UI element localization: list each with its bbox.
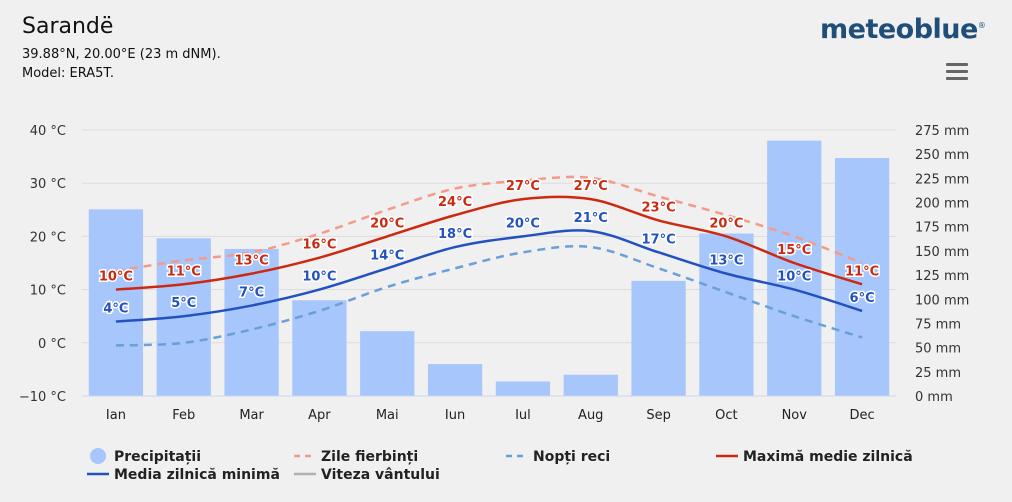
legend-label: Nopți reci: [533, 449, 610, 465]
data-label: 20°C: [709, 216, 743, 231]
data-label: 23°C: [642, 200, 676, 215]
series-line: [115, 175, 863, 273]
x-tick-label: Apr: [308, 408, 331, 423]
y-right-tick-label: 0 mm: [915, 390, 953, 405]
x-tick-label: Feb: [172, 408, 195, 423]
precip-bar[interactable]: [563, 374, 618, 396]
data-label: 15°C: [777, 243, 811, 258]
x-tick-label: Dec: [850, 408, 875, 423]
legend-label: Precipitații: [114, 449, 201, 465]
y-left-tick-label: 20 °C: [30, 230, 66, 245]
precip-bar[interactable]: [292, 300, 347, 396]
y-right-tick-label: 100 mm: [915, 293, 969, 308]
data-label: 10°C: [302, 270, 336, 285]
y-right-tick-label: 275 mm: [915, 124, 969, 139]
hamburger-menu-icon[interactable]: [946, 63, 968, 81]
x-tick-label: Oct: [715, 408, 737, 423]
precip-bar[interactable]: [834, 158, 890, 396]
y-right-tick-label: 250 mm: [915, 148, 969, 163]
model-text: Model: ERA5T.: [22, 66, 114, 81]
precip-bar[interactable]: [631, 280, 686, 396]
data-label: 18°C: [438, 227, 472, 242]
data-label: 13°C: [709, 254, 743, 269]
precip-bar[interactable]: [224, 248, 279, 396]
data-label: 5°C: [171, 296, 196, 311]
data-label: 10°C: [777, 270, 811, 285]
y-left-tick-label: 10 °C: [30, 284, 66, 299]
y-right-tick-label: 175 mm: [915, 221, 969, 236]
y-right-tick-label: 25 mm: [915, 366, 961, 381]
x-tick-label: Iun: [445, 408, 465, 423]
y-left-tick-label: −10 °C: [19, 390, 66, 405]
data-label: 4°C: [103, 302, 128, 317]
y-right-tick-label: 50 mm: [915, 342, 961, 357]
y-left-tick-label: 30 °C: [30, 177, 66, 192]
data-label: 20°C: [370, 216, 404, 231]
legend-item[interactable]: Zile fierbinți: [294, 449, 418, 465]
x-tick-label: Iul: [515, 408, 531, 423]
y-right-tick-label: 225 mm: [915, 172, 969, 187]
legend-item[interactable]: Maximă medie zilnică: [716, 449, 913, 465]
precip-bar[interactable]: [495, 381, 551, 396]
meteoblue-logo[interactable]: meteoblue®: [820, 14, 986, 45]
data-label: 11°C: [845, 264, 879, 279]
y-left-tick-label: 40 °C: [30, 124, 66, 139]
y-right-tick-label: 200 mm: [915, 197, 969, 212]
series-line: [115, 195, 863, 291]
location-title: Sarandë: [22, 14, 114, 39]
y-right-tick-label: 75 mm: [915, 317, 961, 332]
data-label: 14°C: [370, 248, 404, 263]
precip-bar[interactable]: [88, 209, 144, 396]
series-line: [115, 229, 863, 323]
registered-mark: ®: [977, 21, 986, 30]
data-label: 17°C: [642, 232, 676, 247]
brand-name: meteoblue: [820, 14, 978, 45]
x-tick-label: Sep: [646, 408, 671, 423]
x-tick-label: Mar: [239, 408, 264, 423]
data-label: 6°C: [850, 291, 875, 306]
legend-item[interactable]: Media zilnică minimă: [87, 467, 280, 483]
data-label: 10°C: [99, 270, 133, 285]
coordinates-text: 39.88°N, 20.00°E (23 m dNM).: [22, 47, 221, 62]
precip-bar[interactable]: [360, 331, 415, 396]
data-label: 27°C: [574, 179, 608, 194]
data-label: 16°C: [302, 238, 336, 253]
precip-bar[interactable]: [427, 364, 483, 396]
data-label: 21°C: [574, 211, 608, 226]
data-label: 13°C: [235, 254, 269, 269]
y-right-tick-label: 125 mm: [915, 269, 969, 284]
y-left-tick-label: 0 °C: [38, 337, 66, 352]
x-tick-label: Nov: [782, 408, 808, 423]
x-tick-label: Ian: [106, 408, 126, 423]
y-right-tick-label: 150 mm: [915, 245, 969, 260]
data-label: 7°C: [239, 286, 264, 301]
legend-label: Media zilnică minimă: [114, 467, 280, 483]
x-tick-label: Aug: [578, 408, 603, 423]
data-label: 11°C: [167, 264, 201, 279]
legend-item[interactable]: Precipitații: [90, 448, 201, 465]
legend-label: Maximă medie zilnică: [743, 449, 913, 465]
data-label: 24°C: [438, 195, 472, 210]
x-tick-label: Mai: [376, 408, 399, 423]
legend-symbol: [90, 448, 106, 464]
legend-label: Zile fierbinți: [321, 449, 418, 465]
legend-item[interactable]: Nopți reci: [506, 449, 610, 465]
precip-bar[interactable]: [699, 233, 754, 396]
data-label: 27°C: [506, 179, 540, 194]
legend-label: Viteza vântului: [321, 467, 440, 483]
series-line: [115, 244, 863, 347]
data-label: 20°C: [506, 216, 540, 231]
legend-item[interactable]: Viteza vântului: [294, 467, 440, 483]
